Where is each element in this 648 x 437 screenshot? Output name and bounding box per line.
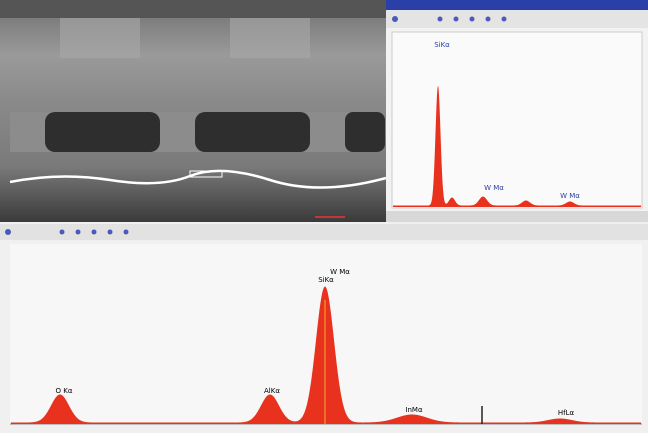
peak-label: W Mα [560, 192, 580, 200]
peak-label: HfLα [558, 409, 575, 417]
peak-label: InMα [405, 406, 423, 414]
peak-label: SiKα [318, 276, 334, 284]
sem-image [0, 0, 387, 222]
spectrum-window-large [0, 222, 648, 433]
peak-label: AlKα [264, 387, 280, 395]
peak-label: SiKα [434, 41, 450, 49]
spectrum-shape [11, 286, 641, 424]
spectrum-window-small [386, 0, 648, 222]
peak-label: O Kα [56, 387, 73, 395]
peak-label: W Mα [484, 184, 504, 192]
peak-label: W Mα [330, 268, 350, 276]
